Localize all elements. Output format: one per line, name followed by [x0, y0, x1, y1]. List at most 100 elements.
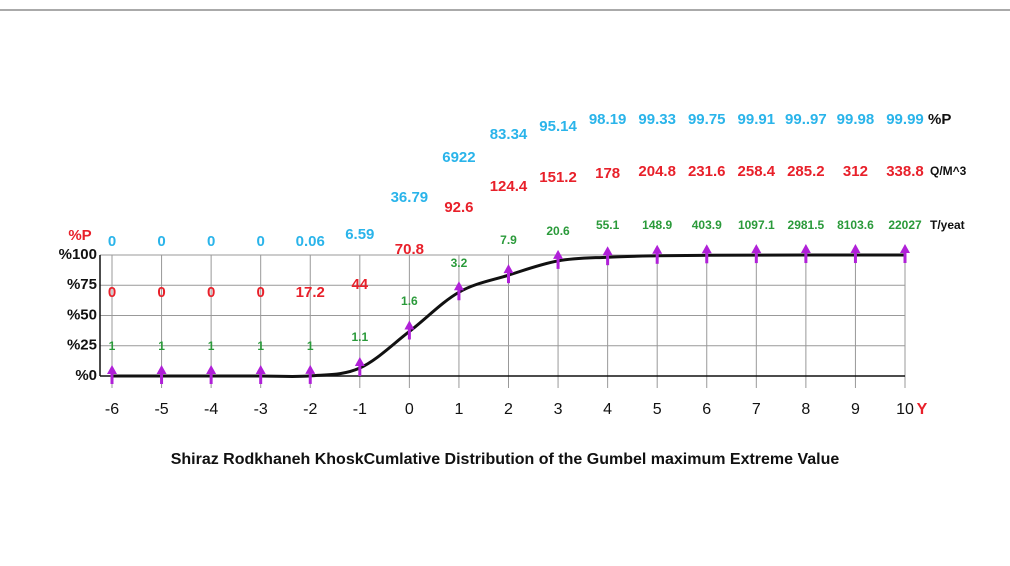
y-tick-label: %25: [67, 337, 97, 354]
y-tick-label: %100: [59, 246, 97, 263]
row-value-label: 2981.5: [788, 218, 825, 232]
value-label: 95.14: [539, 118, 577, 135]
row-value-label: 338.8: [886, 163, 924, 180]
x-tick-label: -3: [254, 401, 268, 418]
row-value-label: 151.2: [539, 169, 577, 186]
row-value-label: 1: [257, 339, 264, 353]
row-value-label: 1.1: [351, 330, 368, 344]
value-label: 99.98: [837, 111, 875, 128]
row-value-label: 1097.1: [738, 218, 775, 232]
arrow-marker: [404, 320, 415, 340]
arrow-marker: [156, 365, 167, 384]
row-value-label: 1: [158, 339, 165, 353]
value-label: 0: [257, 233, 265, 250]
row-value-label: 312: [843, 163, 868, 180]
arrow-head: [156, 365, 167, 374]
y-tick-label: %50: [67, 306, 97, 323]
row-value-label: 44: [351, 276, 368, 293]
row-value-label: 22027: [888, 218, 922, 232]
value-label: 99.33: [638, 111, 676, 128]
y-axis-label: %P: [68, 227, 91, 244]
row-value-label: 204.8: [638, 163, 676, 180]
arrow-head: [751, 244, 762, 254]
row-value-label: 17.2: [296, 284, 325, 301]
value-label: 0: [157, 233, 165, 250]
arrow-marker: [206, 365, 217, 384]
value-label: 99.75: [688, 111, 726, 128]
row-value-label: 258.4: [738, 163, 776, 180]
x-tick-label: -2: [303, 401, 317, 418]
arrow-head: [701, 244, 712, 254]
value-label: 83.34: [490, 126, 528, 143]
arrow-head: [354, 357, 365, 367]
row-value-label: 7.9: [500, 233, 517, 247]
arrow-marker: [503, 264, 514, 284]
arrow-marker: [751, 244, 762, 264]
x-tick-label: 2: [504, 401, 513, 418]
arrow-head: [503, 264, 514, 274]
value-label: 36.79: [391, 189, 429, 206]
row-value-label: 403.9: [692, 218, 722, 232]
x-tick-label: -1: [353, 401, 367, 418]
x-tick-label: 10: [896, 401, 914, 418]
arrow-head: [107, 365, 117, 374]
arrow-head: [602, 246, 613, 256]
x-tick-label: 8: [801, 401, 810, 418]
x-tick-label: -4: [204, 401, 218, 418]
arrow-marker: [553, 249, 564, 269]
row-value-label: 1: [307, 339, 314, 353]
value-label: 99.91: [738, 111, 776, 128]
x-tick-label: 9: [851, 401, 860, 418]
row-value-label: 8103.6: [837, 218, 874, 232]
y-tick-label: %0: [75, 367, 97, 384]
row-value-label: 1: [109, 339, 116, 353]
arrow-marker: [255, 365, 266, 384]
x-tick-label: 1: [454, 401, 463, 418]
row-value-label: 124.4: [490, 178, 528, 195]
y-tick-label: %75: [67, 276, 97, 293]
x-axis-label: Y: [917, 401, 928, 418]
row-label: Q/M^3: [930, 164, 967, 178]
row-value-label: 148.9: [642, 218, 672, 232]
arrow-marker: [354, 357, 365, 377]
arrow-head: [453, 281, 464, 291]
x-tick-label: -5: [154, 401, 168, 418]
row-value-label: 0: [207, 284, 215, 301]
arrow-marker: [107, 365, 117, 384]
arrow-head: [900, 244, 910, 254]
value-label: 99.99: [886, 111, 924, 128]
arrow-marker: [652, 244, 663, 264]
row-value-label: 92.6: [444, 199, 473, 216]
row-value-label: 1.6: [401, 294, 418, 308]
arrow-marker: [701, 244, 712, 264]
arrow-marker: [800, 244, 811, 264]
x-tick-label: 7: [752, 401, 761, 418]
arrow-head: [404, 320, 415, 330]
arrow-head: [305, 364, 316, 374]
row-value-label: 3.2: [451, 256, 468, 270]
arrow-marker: [900, 244, 910, 264]
arrow-head: [206, 365, 217, 374]
arrow-head: [553, 249, 564, 259]
arrow-marker: [602, 246, 613, 266]
x-tick-label: -6: [105, 401, 119, 418]
x-tick-label: 0: [405, 401, 414, 418]
row-label: T/yeat: [930, 218, 965, 232]
row-value-label: 285.2: [787, 163, 825, 180]
value-label: 0: [108, 233, 116, 250]
value-label: 0.06: [296, 233, 325, 250]
x-tick-label: 6: [702, 401, 711, 418]
row-value-label: 1: [208, 339, 215, 353]
value-label: 99..97: [785, 111, 827, 128]
chart-title: Shiraz Rodkhaneh KhoskCumlative Distribu…: [171, 451, 840, 468]
row-value-label: 0: [108, 284, 116, 301]
arrow-marker: [850, 244, 861, 264]
x-tick-label: 4: [603, 401, 612, 418]
row-value-label: 20.6: [546, 224, 570, 238]
row-value-label: 70.8: [395, 241, 424, 258]
row-label: %P: [928, 111, 951, 128]
value-label: 6922: [442, 149, 475, 166]
arrow-head: [850, 244, 861, 254]
arrow-head: [652, 244, 663, 254]
arrow-marker: [453, 281, 464, 301]
